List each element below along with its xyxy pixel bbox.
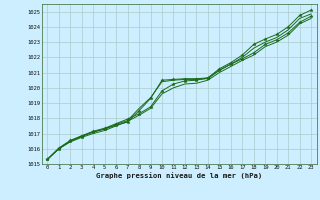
X-axis label: Graphe pression niveau de la mer (hPa): Graphe pression niveau de la mer (hPa) [96, 172, 262, 179]
